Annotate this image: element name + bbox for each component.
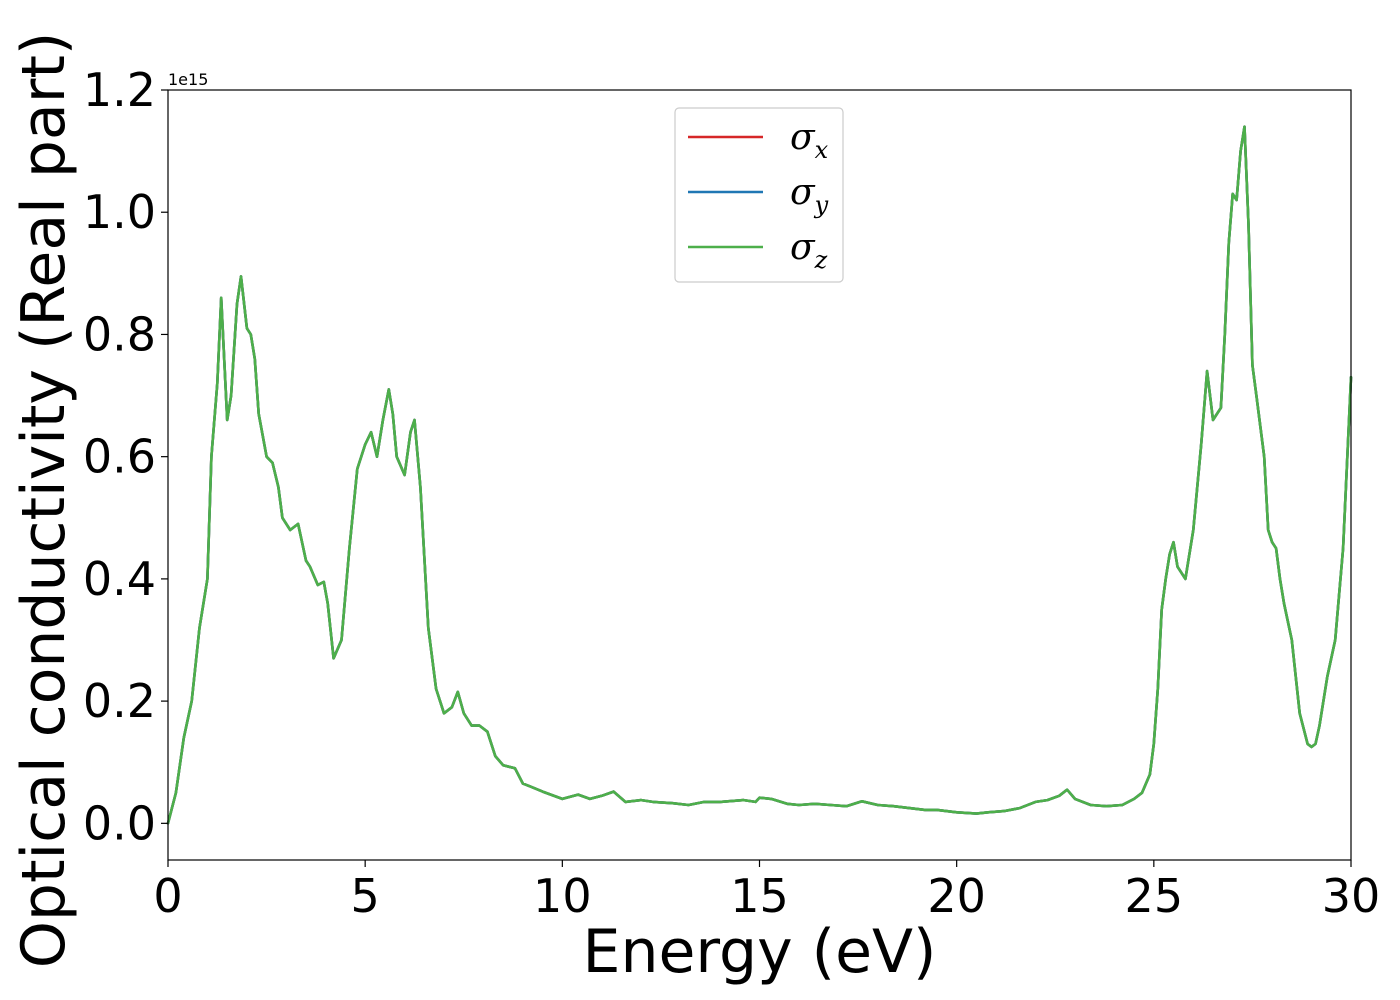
x-axis-ticks: 0 5 10 15 20 25 30: [153, 860, 1380, 923]
y-tick-label: 0.4: [83, 552, 156, 606]
series-line-sigma-z: [166, 125, 1353, 825]
y-tick-label: 0.6: [83, 430, 156, 484]
x-tick-label: 15: [730, 869, 789, 923]
legend: σx σy σz: [674, 107, 844, 283]
y-tick-label: 1.2: [83, 63, 156, 117]
y-tick-label: 0.0: [83, 796, 156, 850]
x-tick-label: 25: [1125, 869, 1184, 923]
x-tick-label: 5: [351, 869, 380, 923]
legend-label-sigma-y: σy: [790, 172, 829, 219]
y-offset-text: 1e15: [168, 70, 208, 89]
y-tick-label: 1.0: [83, 185, 156, 239]
x-tick-label: 30: [1322, 869, 1381, 923]
y-axis-label: Optical conductivity (Real part): [9, 32, 79, 969]
x-axis-label: Energy (eV): [583, 917, 937, 987]
y-tick-label: 0.2: [83, 674, 156, 728]
y-tick-label: 0.8: [83, 307, 156, 361]
x-tick-label: 20: [927, 869, 986, 923]
x-tick-label: 10: [533, 869, 592, 923]
legend-box: [674, 107, 844, 283]
legend-label-sigma-z: σz: [790, 227, 828, 274]
x-tick-label: 0: [153, 869, 182, 923]
y-axis-ticks: 0.0 0.2 0.4 0.6 0.8 1.0 1.2: [83, 63, 168, 850]
series-layer: [166, 125, 1353, 825]
legend-label-sigma-x: σx: [790, 117, 829, 164]
